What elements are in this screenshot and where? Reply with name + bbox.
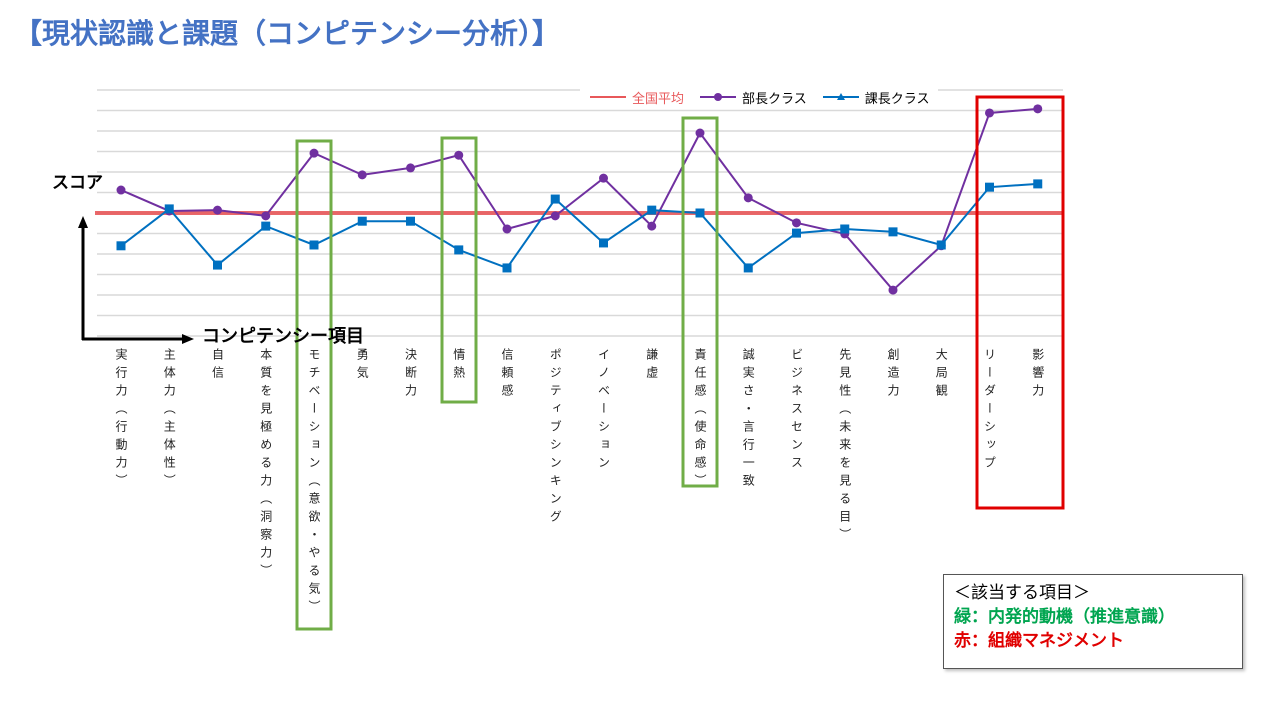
line-swatch-icon xyxy=(590,96,626,98)
green-box-motivation xyxy=(295,139,333,631)
legend-item-bucho: 部長クラス xyxy=(698,88,807,107)
y-axis-arrow-icon xyxy=(78,216,88,228)
category-label: 大局観 xyxy=(934,348,949,402)
data-point xyxy=(985,108,994,118)
note-green-line: 緑：内発的動機（推進意識） xyxy=(954,607,1175,627)
note-title: ＜該当する項目＞ xyxy=(954,583,1090,603)
category-label: イノベーション xyxy=(596,348,611,474)
data-point xyxy=(743,193,753,203)
category-label: 情熱 xyxy=(451,348,466,384)
highlight-boxes xyxy=(295,95,1065,631)
data-point xyxy=(647,221,657,231)
y-axis-label: スコア xyxy=(52,173,103,193)
category-label: 自信 xyxy=(210,348,225,384)
data-point xyxy=(985,182,994,192)
red-box-org-management xyxy=(975,95,1065,510)
category-label: ビジネスセンス xyxy=(789,348,804,474)
data-point xyxy=(695,128,705,138)
data-point xyxy=(309,240,319,250)
x-axis-arrow-icon xyxy=(182,334,194,344)
legend-item-national-average: 全国平均 xyxy=(588,88,684,107)
category-label: 責任感（使命感） xyxy=(693,348,707,492)
data-point xyxy=(502,263,512,273)
gridlines xyxy=(97,89,1063,337)
data-point xyxy=(406,163,415,173)
data-point xyxy=(213,205,222,215)
category-label: 主体力（主体性） xyxy=(162,348,177,492)
data-point xyxy=(116,185,126,195)
data-point xyxy=(454,150,464,160)
data-point xyxy=(888,285,898,295)
category-label: 本質を見極める力（洞察力） xyxy=(258,348,273,582)
triangle-marker-icon xyxy=(822,93,859,100)
x-axis-label: コンピテンシー項目 xyxy=(202,326,364,347)
data-point xyxy=(454,245,464,255)
data-point xyxy=(164,204,174,214)
data-point xyxy=(840,224,850,234)
data-point xyxy=(599,238,608,248)
note-box: ＜該当する項目＞ 緑：内発的動機（推進意識） 赤：組織マネジメント xyxy=(943,574,1243,669)
category-label: リーダーシップ xyxy=(982,348,997,474)
category-label: 影響力 xyxy=(1030,348,1045,402)
legend-label: 全国平均 xyxy=(632,91,685,107)
data-point xyxy=(261,211,271,221)
category-label: 勇気 xyxy=(355,348,370,384)
data-point xyxy=(550,194,560,204)
chart-legend: 全国平均 部長クラス 課長クラス xyxy=(580,86,938,108)
data-point xyxy=(261,221,271,231)
data-point xyxy=(550,211,560,221)
note-red-line: 赤：組織マネジメント xyxy=(954,631,1124,651)
category-label: 信頼感 xyxy=(500,348,514,402)
legend-label: 課長クラス xyxy=(864,91,930,107)
data-point xyxy=(1033,179,1043,189)
legend-label: 部長クラス xyxy=(742,91,807,107)
data-point xyxy=(213,260,222,270)
data-point xyxy=(936,240,946,250)
data-point xyxy=(406,216,415,226)
category-label: 創造力 xyxy=(886,348,900,402)
data-point xyxy=(357,170,367,180)
data-point xyxy=(309,148,319,158)
data-point xyxy=(695,208,705,218)
data-point xyxy=(599,173,608,183)
category-label: 謙虚 xyxy=(644,348,659,384)
series-kacho-class xyxy=(116,179,1043,273)
category-label: ポジティブシンキング xyxy=(548,348,563,528)
green-box-responsibility xyxy=(681,116,719,488)
circle-marker-icon xyxy=(700,93,737,101)
data-point xyxy=(1033,104,1043,114)
category-label: モチベーション（意欲・やる気） xyxy=(307,348,321,618)
green-box-passion xyxy=(440,136,478,404)
page-title: 【現状認識と課題（コンピテンシー分析）】 xyxy=(14,17,561,50)
data-point xyxy=(116,241,126,251)
category-label: 決断力 xyxy=(403,348,418,402)
data-point xyxy=(743,263,753,273)
data-point xyxy=(888,227,898,237)
series-bucho-class xyxy=(116,104,1043,295)
legend-item-kacho: 課長クラス xyxy=(821,88,930,107)
category-label: 先見性（未来を見る目） xyxy=(837,348,852,546)
category-label: 誠実さ・言行一致 xyxy=(741,348,756,492)
data-point xyxy=(647,205,657,215)
data-point xyxy=(502,224,512,234)
axis-arrows xyxy=(78,216,194,344)
data-point xyxy=(792,228,801,238)
category-label: 実行力（行動力） xyxy=(114,348,128,492)
data-point xyxy=(792,218,801,228)
data-point xyxy=(357,216,367,226)
